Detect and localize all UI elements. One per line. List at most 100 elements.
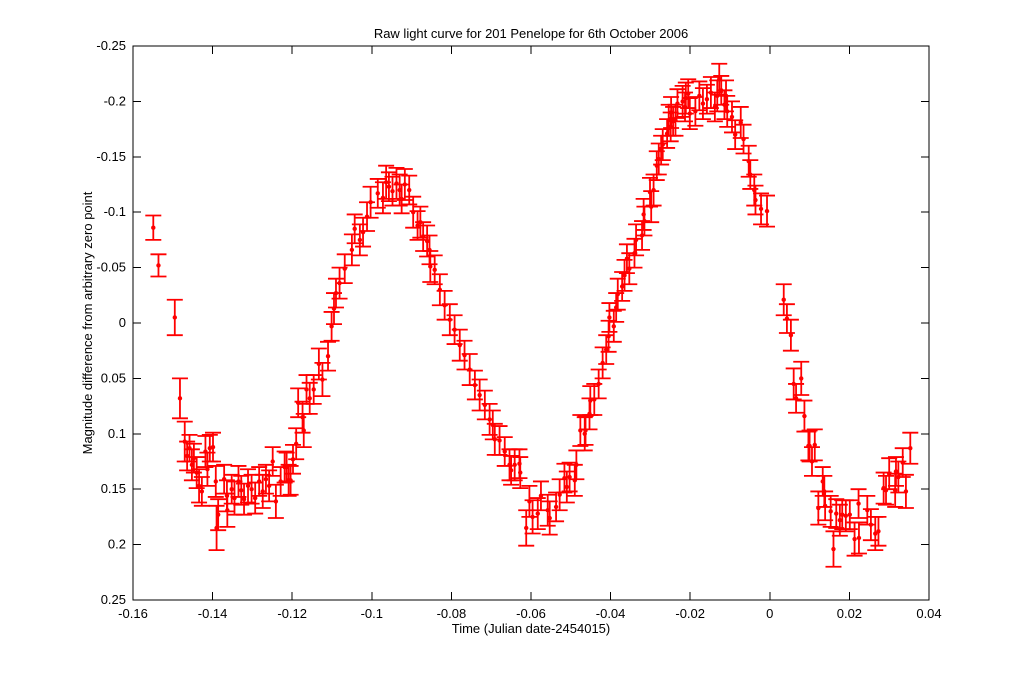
data-point xyxy=(667,103,684,137)
data-point xyxy=(706,91,723,123)
x-tick-label: -0.12 xyxy=(277,606,307,621)
data-point xyxy=(320,340,337,372)
data-point xyxy=(193,476,210,507)
data-point xyxy=(747,184,764,216)
data-point xyxy=(862,508,879,542)
data-series-error-bars xyxy=(145,62,919,568)
data-point xyxy=(572,414,589,447)
data-point xyxy=(166,298,183,337)
data-point xyxy=(793,360,810,396)
x-tick-label: -0.14 xyxy=(198,606,228,621)
data-point xyxy=(405,195,422,229)
data-point xyxy=(782,318,799,352)
x-tick-label: -0.08 xyxy=(437,606,467,621)
data-point xyxy=(822,494,839,528)
data-point xyxy=(219,492,236,528)
data-point xyxy=(254,473,271,509)
y-tick-label: 0.15 xyxy=(101,481,126,496)
data-point xyxy=(314,361,331,398)
data-point xyxy=(336,253,353,285)
data-point xyxy=(541,500,558,536)
data-point xyxy=(609,277,626,311)
data-point xyxy=(894,447,911,478)
data-point xyxy=(207,465,224,498)
data-point xyxy=(171,377,188,420)
data-point xyxy=(310,347,327,381)
data-point xyxy=(210,498,227,532)
x-tick-label: 0.02 xyxy=(837,606,862,621)
data-point xyxy=(150,253,167,278)
data-point xyxy=(512,456,529,489)
data-point xyxy=(902,431,919,465)
data-point xyxy=(850,488,867,519)
data-point xyxy=(551,478,568,512)
x-tick-label: -0.16 xyxy=(118,606,148,621)
data-point xyxy=(878,475,895,506)
data-point xyxy=(897,473,914,509)
x-tick-label: -0.02 xyxy=(675,606,705,621)
data-point xyxy=(775,283,792,317)
data-point xyxy=(732,106,749,139)
data-point xyxy=(803,446,820,477)
data-point xyxy=(616,258,633,292)
data-point xyxy=(529,497,546,530)
data-point xyxy=(264,446,281,477)
data-point xyxy=(384,175,401,207)
data-point xyxy=(735,123,752,155)
data-point xyxy=(636,205,653,237)
data-point xyxy=(294,400,311,434)
data-point xyxy=(598,334,615,365)
data-point xyxy=(351,223,368,257)
data-point xyxy=(605,309,622,343)
data-point xyxy=(188,456,205,489)
x-axis-ticks: -0.16 -0.14 -0.12 -0.1 -0.08 -0.06 -0.04 -0.02 0… xyxy=(118,46,942,621)
y-tick-label: -0.2 xyxy=(104,93,126,108)
data-point xyxy=(233,475,250,506)
data-point xyxy=(251,466,268,497)
data-point xyxy=(204,431,221,463)
data-point xyxy=(223,473,240,505)
x-tick-label: -0.04 xyxy=(596,606,626,621)
data-point xyxy=(343,233,360,267)
x-tick-label: 0.04 xyxy=(916,606,941,621)
data-point xyxy=(558,470,575,504)
data-point xyxy=(236,482,253,516)
data-point xyxy=(806,428,823,462)
x-tick-label: -0.1 xyxy=(361,606,383,621)
data-point xyxy=(401,174,418,206)
x-tick-label: 0 xyxy=(766,606,773,621)
y-tick-label: 0 xyxy=(119,315,126,330)
data-point xyxy=(145,214,162,241)
data-point xyxy=(875,471,892,505)
data-point xyxy=(680,78,697,109)
chart-title: Raw light curve for 201 Penelope for 6th… xyxy=(374,26,688,41)
data-point xyxy=(422,250,439,283)
data-point xyxy=(870,516,887,547)
data-point xyxy=(539,493,556,527)
y-tick-label: -0.15 xyxy=(96,149,126,164)
y-tick-label: -0.1 xyxy=(104,204,126,219)
data-point xyxy=(759,194,776,228)
data-point xyxy=(548,491,565,523)
data-point xyxy=(601,302,618,333)
data-point xyxy=(191,468,208,504)
y-axis-label: Magnitude difference from arbitrary zero… xyxy=(80,191,95,454)
data-point xyxy=(362,185,379,219)
y-tick-label: 0.2 xyxy=(108,537,126,552)
y-tick-label: -0.25 xyxy=(96,38,126,53)
data-point xyxy=(723,100,740,134)
data-point xyxy=(282,465,299,496)
data-point xyxy=(663,96,680,129)
data-point xyxy=(327,277,344,309)
data-point xyxy=(590,368,607,400)
y-axis-ticks: -0.25 -0.2 -0.15 -0.1 -0.05 0 0.05 0.1 0.15 0.2 0.… xyxy=(96,38,929,607)
data-point xyxy=(295,412,312,448)
data-point xyxy=(396,168,413,201)
data-point xyxy=(778,303,795,334)
data-point xyxy=(753,192,770,226)
data-point xyxy=(614,271,631,302)
data-point xyxy=(301,381,318,415)
data-point xyxy=(837,499,854,533)
y-tick-label: 0.05 xyxy=(101,370,126,385)
